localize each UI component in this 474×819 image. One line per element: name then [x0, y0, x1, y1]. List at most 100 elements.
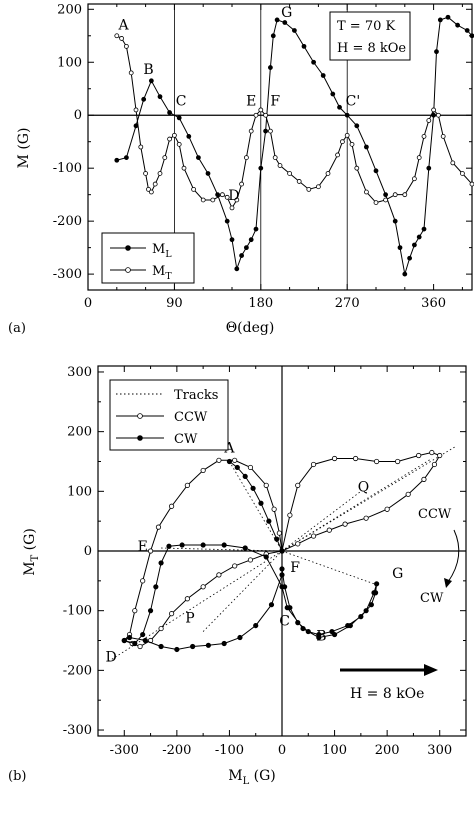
panel-a-plot-frame — [87, 3, 473, 291]
y-tick-label: -100 — [53, 161, 82, 176]
field-arrowhead — [424, 664, 438, 676]
data-point — [137, 643, 143, 650]
annotation-label: B — [316, 629, 326, 645]
panel-a-label: (a) — [8, 321, 26, 336]
data-point — [383, 192, 389, 198]
data-point — [200, 584, 206, 590]
data-point — [384, 506, 390, 512]
data-point — [368, 602, 374, 608]
data-point — [243, 155, 249, 160]
data-point — [247, 464, 254, 471]
data-point — [397, 245, 403, 251]
data-point — [296, 179, 302, 184]
panel-a-x-axis-label: Θ(deg) — [226, 320, 275, 336]
data-point — [266, 518, 272, 524]
track-line — [281, 491, 362, 552]
x-tick-label: 300 — [427, 743, 452, 758]
annotation-label: E — [138, 539, 148, 555]
data-point — [253, 226, 259, 232]
annotation-label: F — [290, 560, 300, 576]
data-point — [176, 141, 182, 147]
data-point — [181, 165, 187, 171]
y-tick-label: -300 — [53, 267, 82, 282]
data-point — [469, 181, 474, 187]
x-tick-label: 0 — [84, 296, 92, 311]
data-point — [392, 218, 398, 224]
data-point — [124, 155, 129, 160]
data-point — [279, 584, 285, 590]
y-tick-label: 100 — [57, 55, 82, 70]
data-point — [279, 566, 285, 572]
data-point — [354, 165, 360, 171]
legend-label: CW — [174, 432, 198, 447]
legend-entry: Tracks — [116, 388, 218, 403]
data-point — [138, 144, 144, 150]
data-point — [146, 186, 151, 192]
data-point — [295, 482, 301, 488]
field-label: H = 8 kOe — [350, 686, 424, 702]
data-point — [295, 620, 301, 626]
data-point — [155, 524, 162, 530]
data-point — [158, 560, 164, 566]
info-box-temperature: T = 70 K — [337, 19, 396, 34]
data-point — [200, 542, 206, 548]
series-cw — [121, 458, 380, 653]
legend-label: CCW — [174, 410, 208, 425]
data-point — [282, 20, 288, 25]
data-point — [310, 461, 317, 468]
annotation-label: D — [106, 649, 117, 665]
legend-label: Tracks — [174, 388, 218, 403]
panel-a-y-axis-label: M (G) — [16, 128, 32, 169]
data-point — [337, 104, 342, 110]
legend-marker — [137, 413, 143, 419]
data-point — [114, 33, 120, 39]
data-point — [445, 14, 451, 20]
data-point — [263, 112, 269, 118]
data-point — [374, 458, 380, 465]
data-point — [435, 112, 441, 118]
data-point — [277, 163, 283, 168]
track-line — [281, 550, 375, 585]
data-point — [395, 458, 401, 465]
data-point — [421, 476, 427, 482]
data-point — [258, 107, 264, 113]
data-point — [331, 631, 338, 638]
panel-b-x-axis-label: ML (G) — [228, 768, 276, 787]
data-point — [437, 452, 443, 459]
data-point — [344, 132, 350, 138]
track-line — [281, 458, 433, 552]
data-point — [267, 65, 273, 70]
data-point — [114, 157, 120, 163]
data-point — [179, 542, 185, 548]
data-point — [226, 458, 233, 465]
data-point — [186, 134, 192, 139]
legend-label: ML — [152, 242, 172, 260]
data-point — [176, 115, 182, 121]
data-point — [224, 194, 230, 200]
data-point — [171, 132, 177, 138]
data-point — [363, 189, 369, 195]
data-point — [315, 184, 321, 190]
data-point — [301, 43, 307, 49]
data-point — [167, 110, 173, 115]
legend-frame — [101, 232, 195, 284]
data-point — [258, 165, 264, 171]
data-point — [128, 70, 134, 76]
data-point — [279, 548, 285, 554]
y-tick-label: -200 — [63, 663, 92, 678]
data-point — [169, 503, 175, 509]
annotation-label: C — [279, 614, 290, 630]
data-point — [147, 548, 154, 554]
data-point — [363, 144, 369, 150]
x-tick-label: -300 — [110, 743, 139, 758]
y-tick-label: 0 — [84, 544, 92, 559]
data-point — [291, 28, 297, 33]
annotation-label: G — [281, 5, 292, 21]
data-point — [411, 176, 417, 182]
data-point — [325, 171, 331, 176]
data-point — [411, 242, 417, 248]
data-point — [132, 640, 138, 647]
series-m-l — [114, 14, 474, 277]
